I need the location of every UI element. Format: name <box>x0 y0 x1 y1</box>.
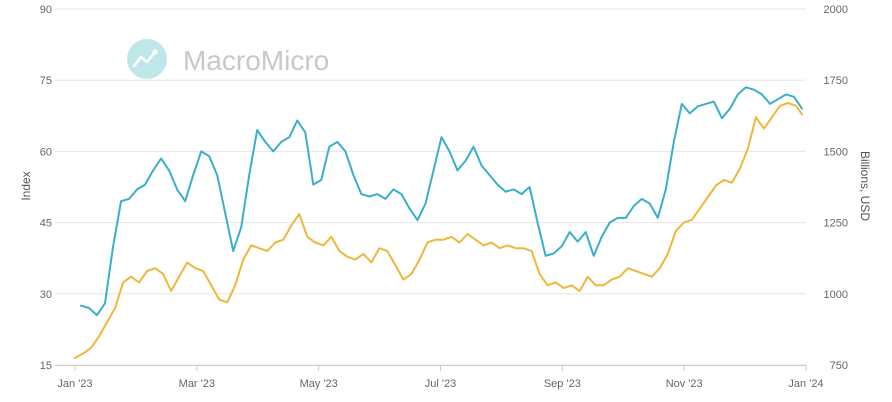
y-axis-left: 15 30 45 60 75 90 <box>40 4 52 372</box>
gridlines <box>55 8 806 366</box>
y-right-tick-label: 2000 <box>824 4 848 16</box>
y-right-tick-label: 1250 <box>824 218 848 230</box>
x-tick-label: May '23 <box>300 378 338 390</box>
series-line-right <box>74 102 803 359</box>
y-axis-left-title: Index <box>19 171 33 200</box>
logo-trend-dot <box>152 49 158 55</box>
x-tick-label: Mar '23 <box>179 378 215 390</box>
y-right-tick-label: 1500 <box>824 146 848 158</box>
y-left-tick-label: 90 <box>40 4 52 16</box>
x-tick-label: Jan '23 <box>57 378 92 390</box>
y-left-tick-label: 60 <box>40 146 52 158</box>
x-axis: Jan '23 Mar '23 May '23 Jul '23 Sep '23 Nov '… <box>57 365 824 390</box>
y-left-tick-label: 15 <box>40 360 52 372</box>
y-axis-right: 750 1000 1250 1500 1750 2000 <box>824 4 848 372</box>
y-left-tick-label: 75 <box>40 75 52 87</box>
series-line-left <box>80 86 803 317</box>
y-right-tick-label: 1750 <box>824 75 848 87</box>
x-tick-label: Sep '23 <box>544 378 581 390</box>
y-right-tick-label: 1000 <box>824 289 848 301</box>
series-layer <box>74 86 803 359</box>
watermark: MacroMicro <box>127 39 329 79</box>
y-right-tick-label: 750 <box>830 360 848 372</box>
x-tick-label: Nov '23 <box>666 378 703 390</box>
x-tick-label: Jul '23 <box>425 378 456 390</box>
y-axis-right-title: Billions, USD <box>858 151 872 221</box>
macromicro-logo-icon <box>127 39 167 79</box>
y-left-tick-label: 30 <box>40 289 52 301</box>
logo-trend-line <box>132 50 157 68</box>
y-left-tick-label: 45 <box>40 218 52 230</box>
watermark-text: MacroMicro <box>183 45 329 76</box>
x-tick-label: Jan '24 <box>788 378 823 390</box>
